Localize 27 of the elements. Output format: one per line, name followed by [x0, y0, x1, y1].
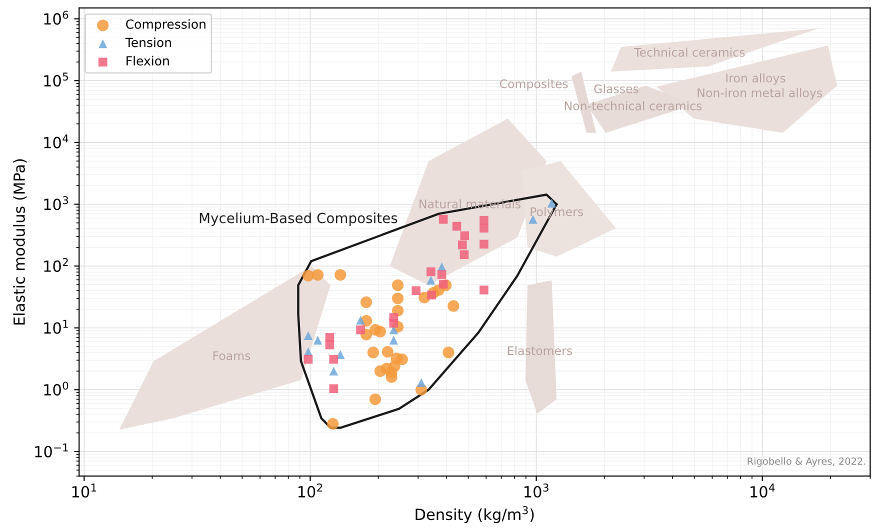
y-tick-label: 10$^{4}$ [44, 134, 68, 148]
annotation: Iron alloys [726, 73, 786, 85]
legend-label: Tension [125, 38, 171, 48]
y-tick-label: 10$^{5}$ [44, 72, 68, 87]
y-tick-label: 10$^{−1}$ [35, 444, 68, 458]
y-tick-label: 10$^{6}$ [44, 10, 68, 25]
legend-label: Flexion [126, 56, 169, 66]
annotation: Glasses [594, 84, 638, 94]
series-label: Foams [213, 351, 250, 360]
x-axis-title: Density (kg/m$^{3}$) [416, 506, 534, 524]
series-label: Non-technical ceramics [564, 101, 702, 110]
y-tick-label: 10$^{3}$ [44, 196, 68, 210]
x-tick-label: 10$^{1}$ [72, 484, 96, 498]
legend-label: Compression [126, 19, 206, 32]
y-tick-label: 10$^{0}$ [44, 382, 68, 396]
y-axis-title: Elastic modulus (MPa) [13, 159, 27, 325]
x-tick-label: 10$^{3}$ [524, 484, 548, 498]
series-label: Technical ceramics [634, 48, 745, 57]
x-tick-label: 10$^{2}$ [298, 484, 322, 498]
annotation: Rigobello & Ayres, 2022. [748, 457, 866, 467]
y-tick-label: 10$^{1}$ [44, 320, 68, 334]
x-tick-label: 10$^{4}$ [750, 484, 775, 498]
series-label: Composites [500, 79, 568, 91]
y-tick-label: 10$^{2}$ [44, 258, 68, 272]
series-label: Non-iron metal alloys [698, 88, 822, 100]
series-label: Mycelium-Based Composites [200, 212, 398, 226]
series-label: Elastomers [508, 346, 572, 356]
